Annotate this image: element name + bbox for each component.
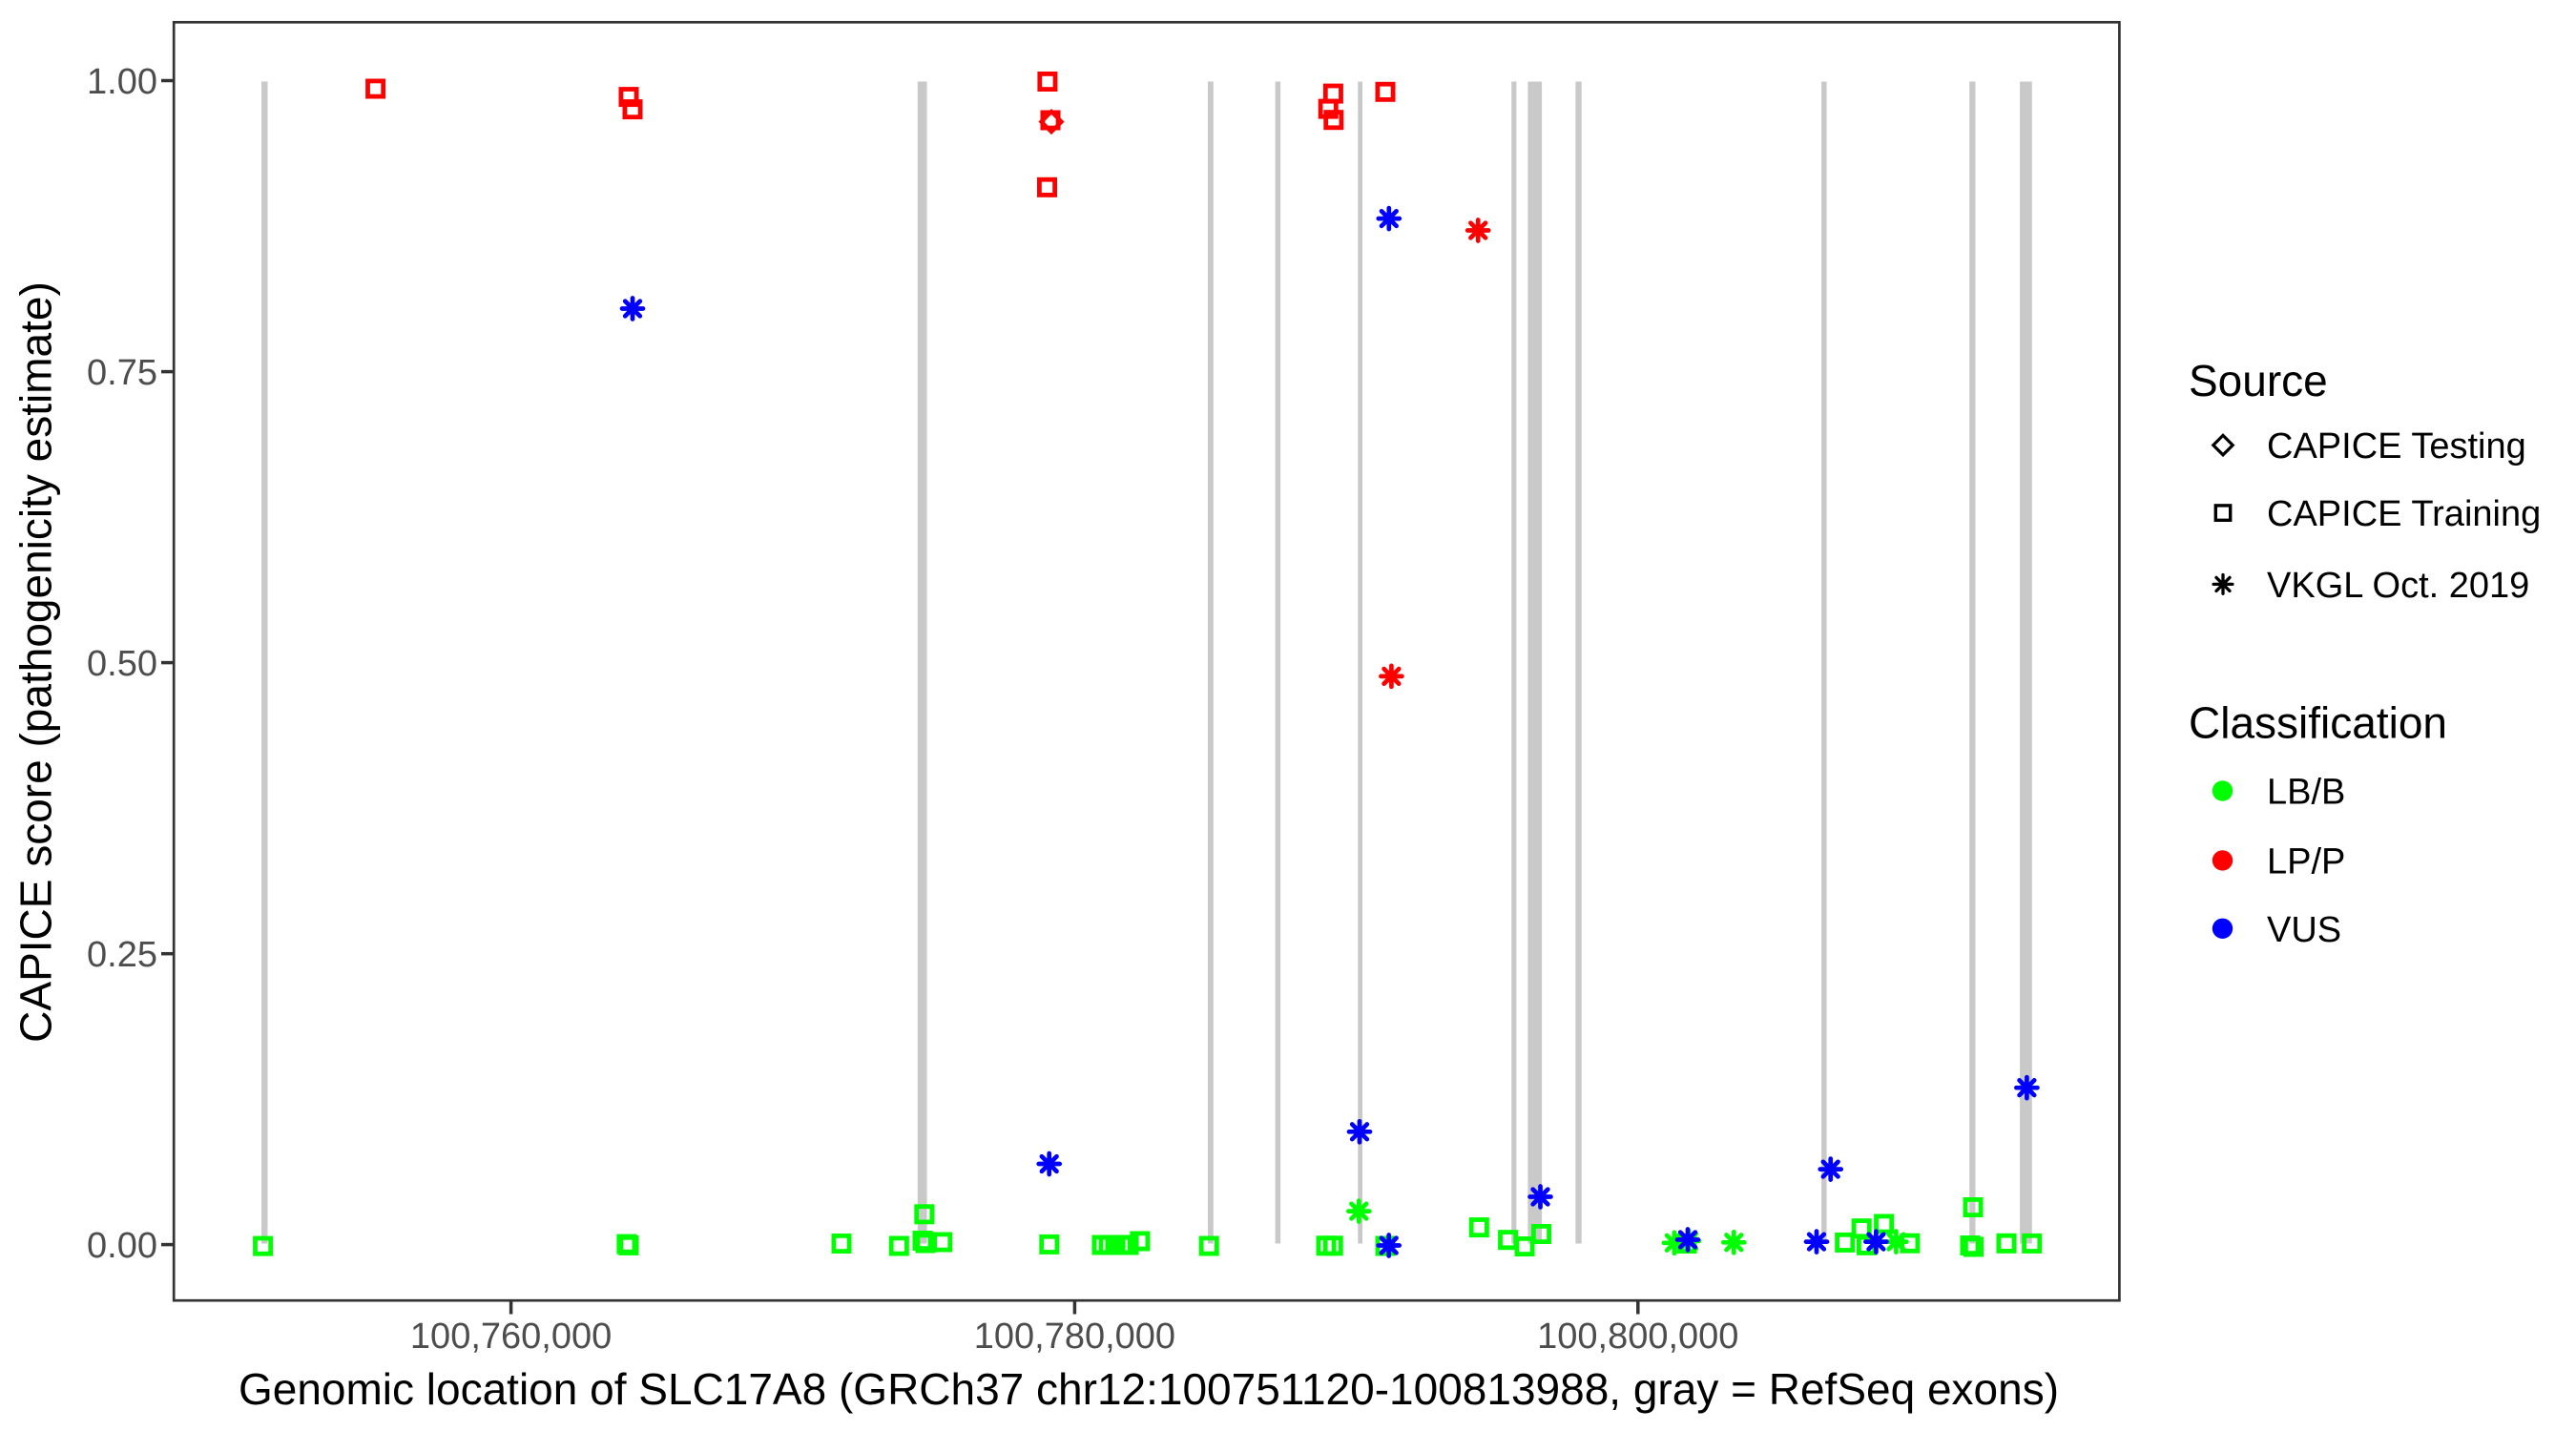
svg-text:LP/P: LP/P bbox=[2267, 841, 2345, 881]
svg-text:CAPICE Testing: CAPICE Testing bbox=[2267, 426, 2526, 467]
svg-text:0.25: 0.25 bbox=[87, 935, 157, 975]
svg-text:1.00: 1.00 bbox=[87, 62, 157, 102]
svg-text:CAPICE Training: CAPICE Training bbox=[2267, 494, 2541, 534]
svg-text:0.00: 0.00 bbox=[87, 1226, 157, 1266]
svg-text:Source: Source bbox=[2189, 356, 2328, 405]
svg-text:VKGL Oct. 2019: VKGL Oct. 2019 bbox=[2267, 566, 2529, 606]
svg-text:VUS: VUS bbox=[2267, 910, 2341, 950]
svg-text:CAPICE score (pathogenicity es: CAPICE score (pathogenicity estimate) bbox=[11, 281, 61, 1043]
svg-text:LB/B: LB/B bbox=[2267, 773, 2345, 813]
svg-text:100,800,000: 100,800,000 bbox=[1537, 1317, 1738, 1357]
svg-text:Classification: Classification bbox=[2189, 698, 2447, 748]
svg-text:100,780,000: 100,780,000 bbox=[974, 1317, 1175, 1357]
svg-text:Genomic location of SLC17A8 (G: Genomic location of SLC17A8 (GRCh37 chr1… bbox=[239, 1364, 2059, 1414]
svg-text:100,760,000: 100,760,000 bbox=[410, 1317, 612, 1357]
svg-text:0.75: 0.75 bbox=[87, 353, 157, 393]
svg-text:0.50: 0.50 bbox=[87, 644, 157, 684]
